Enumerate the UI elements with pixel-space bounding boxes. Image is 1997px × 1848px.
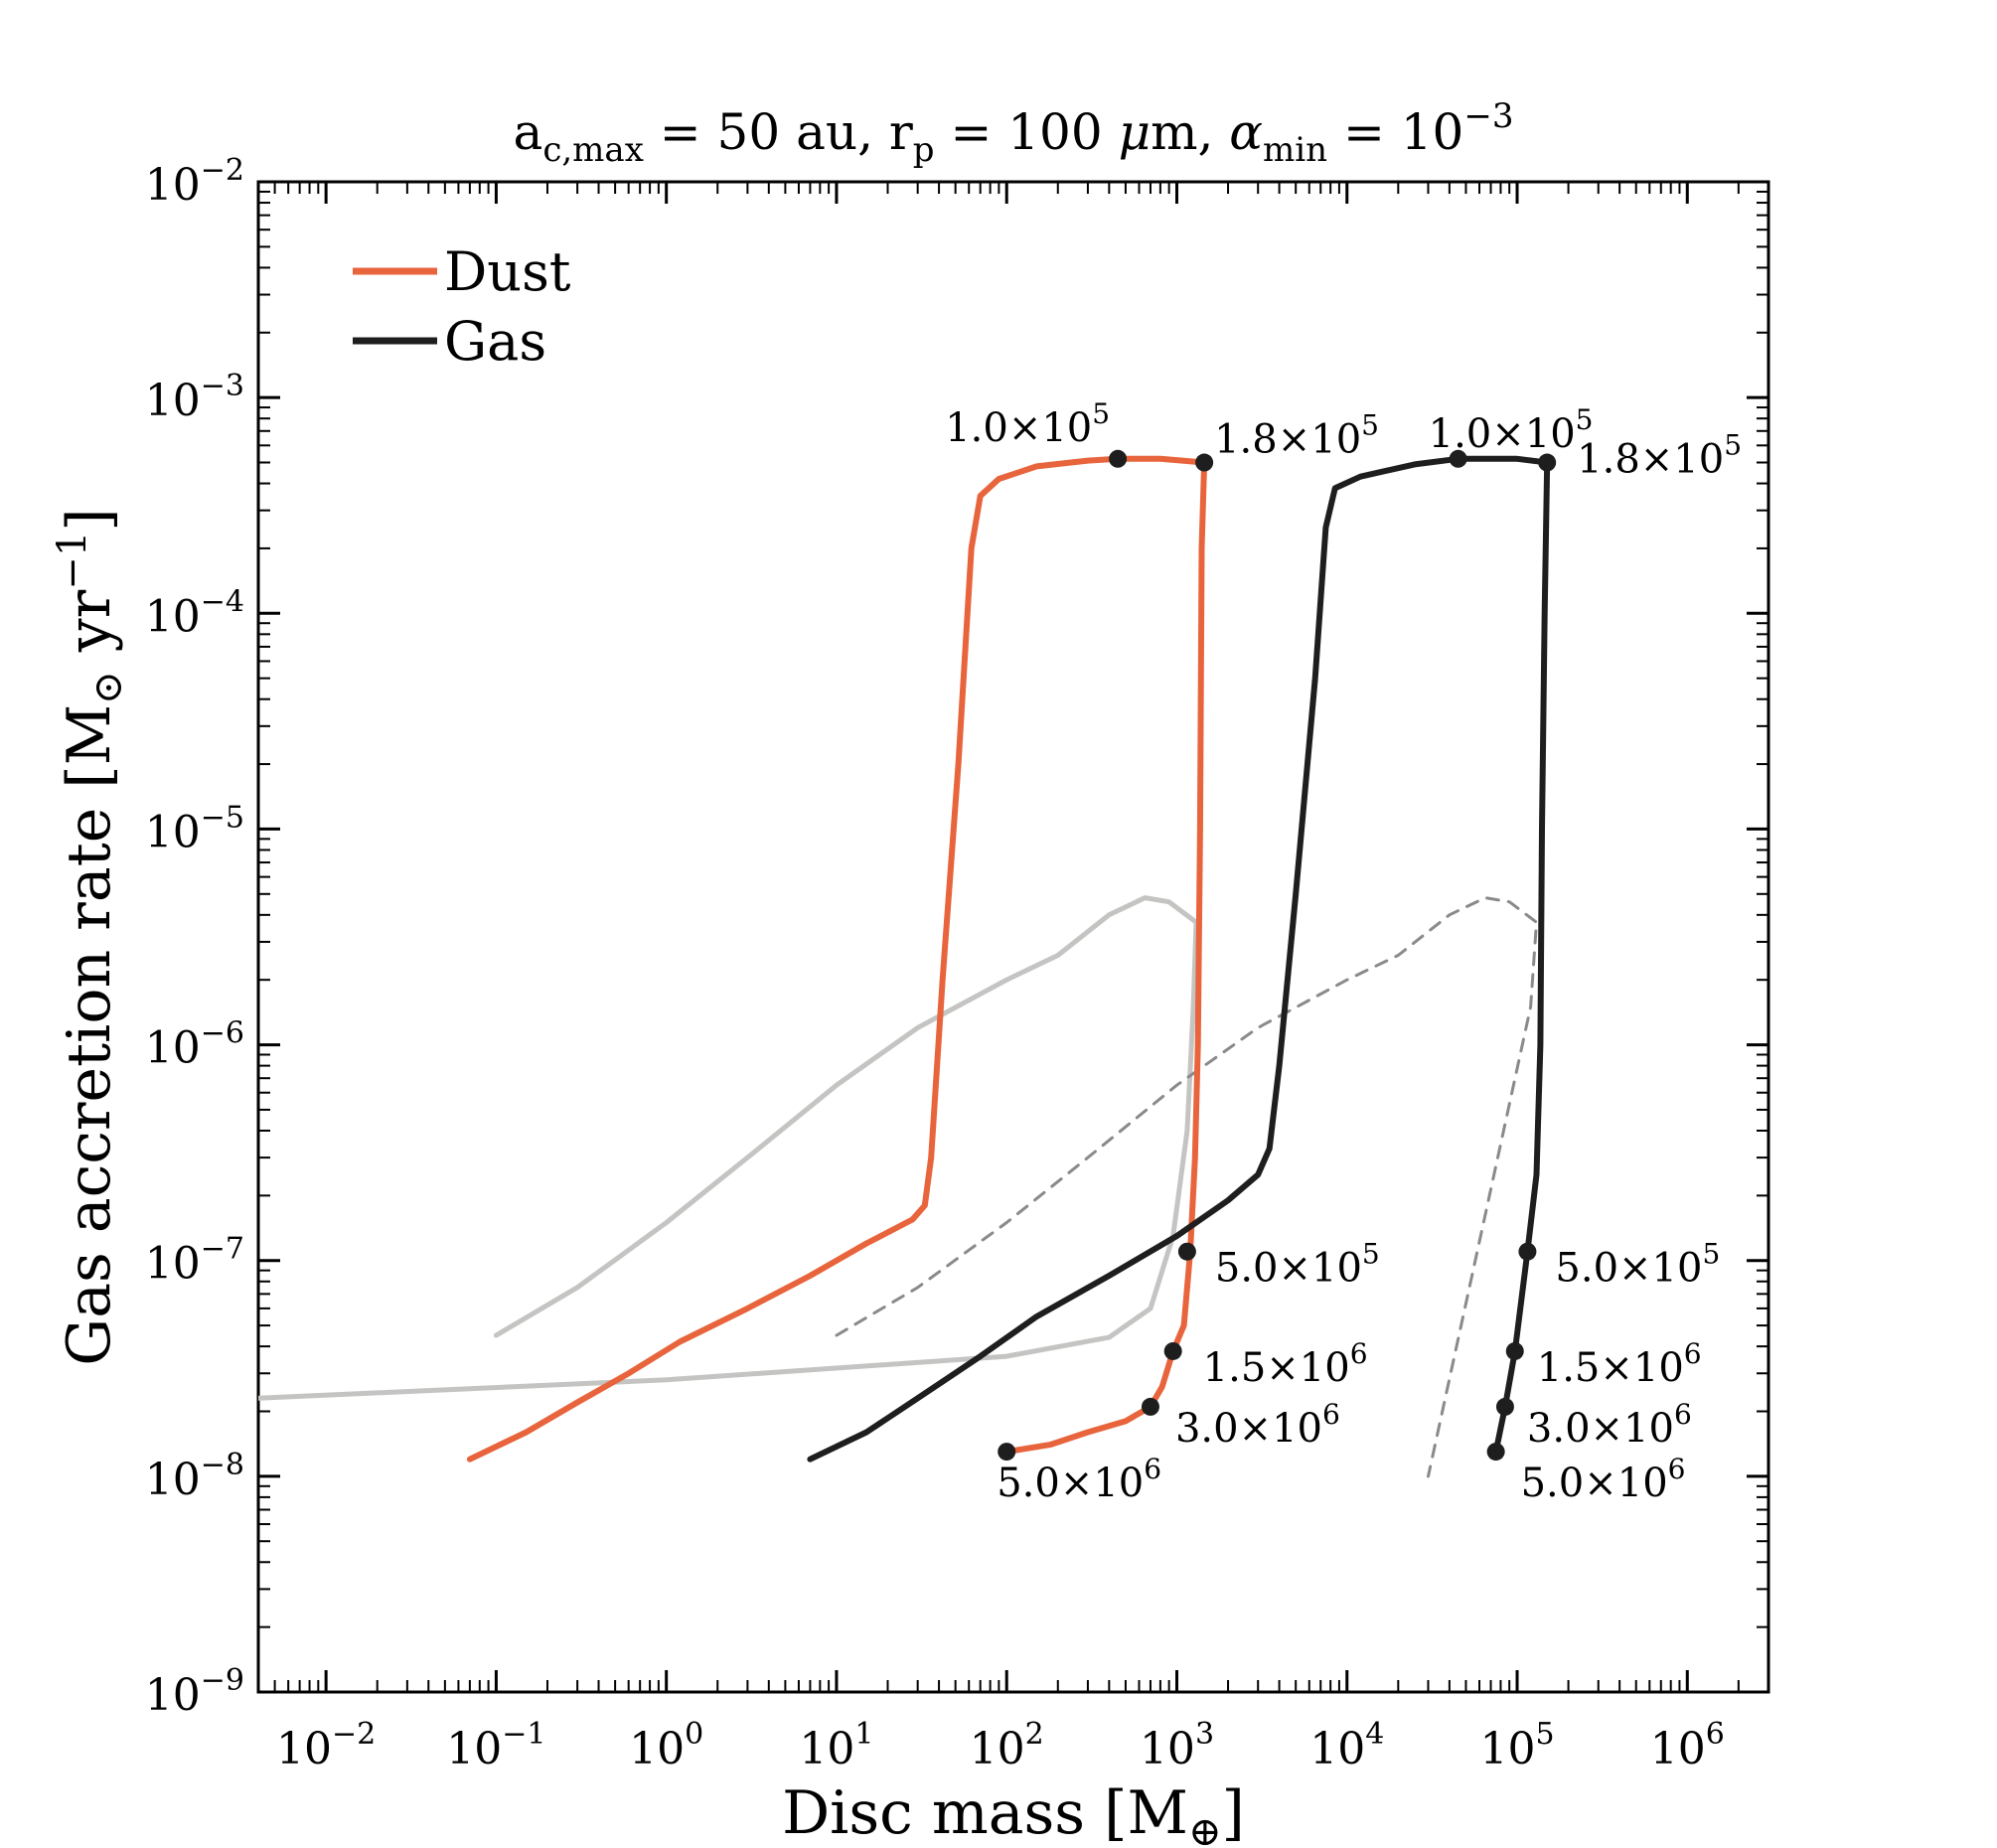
x-tick-label: 10−1 bbox=[446, 1717, 545, 1774]
y-tick-label: 10−8 bbox=[145, 1448, 244, 1505]
legend: Dust Gas bbox=[353, 240, 571, 373]
x-tick-label: 10−2 bbox=[276, 1717, 376, 1774]
x-tick-label: 100 bbox=[629, 1717, 703, 1774]
y-axis-tick-labels: 10−9 10−8 10−7 10−6 10−5 10−4 10−3 10−2 bbox=[145, 153, 244, 1721]
time-marker-label: 1.0×105 bbox=[945, 397, 1110, 451]
series-layer bbox=[258, 455, 1551, 1478]
time-marker-label: 1.5×106 bbox=[1537, 1337, 1702, 1391]
plot-frame bbox=[256, 180, 1770, 1694]
y-tick-label: 10−3 bbox=[145, 369, 244, 426]
y-tick-label: 10−4 bbox=[145, 584, 244, 642]
x-tick-label: 104 bbox=[1309, 1717, 1384, 1774]
time-marker-dust bbox=[1109, 449, 1128, 468]
time-marker-gas bbox=[1495, 1397, 1514, 1416]
time-marker-gas bbox=[1518, 1242, 1537, 1261]
y-tick-label: 10−5 bbox=[145, 800, 244, 857]
x-tick-label: 106 bbox=[1650, 1717, 1725, 1774]
x-tick-label: 102 bbox=[970, 1717, 1044, 1774]
time-marker-dust bbox=[1195, 453, 1214, 472]
time-marker-label: 5.0×106 bbox=[997, 1453, 1161, 1506]
x-tick-label: 103 bbox=[1140, 1717, 1214, 1774]
time-marker-dust bbox=[1177, 1242, 1196, 1261]
axis-ticks bbox=[257, 180, 1769, 1694]
series-line-dust bbox=[466, 455, 1208, 1463]
time-marker-dust bbox=[998, 1443, 1016, 1462]
time-marker-gas bbox=[1505, 1341, 1524, 1360]
y-tick-label: 10−6 bbox=[145, 1016, 244, 1074]
x-axis-title: Disc mass [M⊕] bbox=[782, 1778, 1245, 1848]
time-marker-label: 1.5×106 bbox=[1203, 1337, 1368, 1391]
y-tick-label: 10−9 bbox=[145, 1663, 244, 1721]
y-tick-label: 10−7 bbox=[145, 1232, 244, 1290]
time-marker-gas bbox=[1449, 449, 1467, 468]
time-marker-label: 5.0×105 bbox=[1555, 1238, 1720, 1292]
series-line-dust-reference-grey bbox=[258, 895, 1199, 1401]
chart-title: ac,max = 50 au, rp = 100 μm, αmin = 10−3 bbox=[514, 96, 1514, 170]
y-tick-label: 10−2 bbox=[145, 153, 244, 211]
legend-dust-label: Dust bbox=[444, 240, 571, 303]
time-marker-gas bbox=[1538, 453, 1557, 472]
time-marker-label: 3.0×106 bbox=[1527, 1398, 1692, 1452]
time-markers: 1.0×1051.8×1055.0×1051.5×1063.0×1065.0×1… bbox=[945, 397, 1742, 1506]
time-marker-dust bbox=[1141, 1397, 1159, 1416]
time-marker-gas bbox=[1486, 1443, 1505, 1462]
time-marker-dust bbox=[1163, 1341, 1182, 1360]
time-marker-label: 5.0×106 bbox=[1521, 1453, 1686, 1506]
time-marker-label: 1.8×105 bbox=[1214, 409, 1379, 463]
x-tick-label: 101 bbox=[799, 1717, 873, 1774]
time-marker-label: 5.0×105 bbox=[1215, 1238, 1380, 1292]
legend-gas-label: Gas bbox=[444, 310, 546, 373]
series-line-gas-reference-grey-dashed bbox=[835, 896, 1538, 1478]
y-axis-title: Gas accretion rate [M⊙ yr−1] bbox=[50, 508, 131, 1365]
time-marker-label: 1.8×105 bbox=[1577, 429, 1742, 483]
series-line-gas bbox=[807, 455, 1551, 1463]
x-axis-tick-labels: 10−2 10−1 100 101 102 103 104 105 106 bbox=[276, 1717, 1725, 1774]
time-marker-label: 3.0×106 bbox=[1175, 1398, 1340, 1452]
time-marker-label: 1.0×105 bbox=[1429, 403, 1594, 457]
x-tick-label: 105 bbox=[1479, 1717, 1554, 1774]
